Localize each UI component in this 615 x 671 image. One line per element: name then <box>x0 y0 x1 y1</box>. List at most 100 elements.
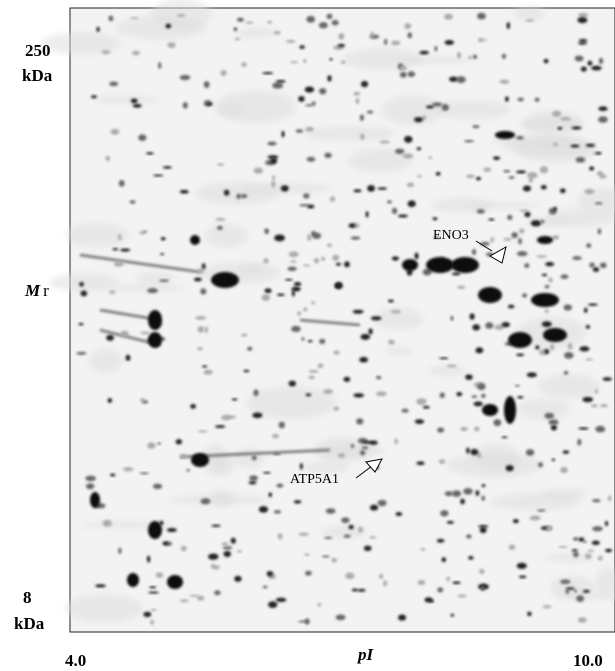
gel-spot <box>291 325 301 332</box>
gel-spot <box>515 170 527 174</box>
gel-spot <box>211 272 239 288</box>
gel-spot <box>160 252 164 256</box>
gel-spot <box>235 27 278 39</box>
gel-spot <box>584 188 595 195</box>
gel-spot <box>319 338 326 344</box>
gel-spot <box>306 156 316 162</box>
gel-spot <box>182 102 188 109</box>
gel-spot <box>216 103 246 117</box>
gel-spot <box>493 156 501 160</box>
gel-spot <box>399 71 407 78</box>
gel-spot <box>535 345 540 350</box>
gel-spot <box>293 500 302 504</box>
gel-spot <box>563 351 574 359</box>
gel-spot <box>504 396 516 424</box>
gel-spot <box>577 438 582 446</box>
gel-spot <box>507 304 515 309</box>
gel-spot <box>481 393 486 398</box>
gel-spot <box>548 419 559 426</box>
gel-spot <box>175 439 183 445</box>
arrow-head <box>365 458 383 473</box>
gel-spot <box>531 293 559 307</box>
gel-spot <box>407 200 416 208</box>
gel-spot <box>525 19 534 22</box>
gel-spot <box>599 262 607 269</box>
gel-spot <box>595 151 602 155</box>
gel-spot <box>129 200 136 204</box>
gel-spot <box>370 31 374 39</box>
gel-spot <box>550 343 555 351</box>
gel-spot <box>262 72 274 75</box>
gel-spot <box>583 540 587 543</box>
gel-spot <box>600 403 608 408</box>
gel-spot <box>288 380 296 387</box>
gel-spot <box>583 307 588 313</box>
gel-spot <box>529 515 541 521</box>
gel-spot <box>499 79 510 84</box>
gel-spot <box>475 176 481 181</box>
gel-spot <box>118 547 122 554</box>
gel-spot <box>287 266 297 272</box>
gel-spot <box>559 188 566 194</box>
gel-spot <box>578 537 585 542</box>
annotation-atp5a1: ATP5A1 <box>290 472 339 487</box>
gel-spot <box>578 427 589 430</box>
gel-spot <box>253 389 259 397</box>
gel-spot <box>211 488 234 508</box>
gel-spot <box>148 521 162 539</box>
gel-spot <box>488 218 495 221</box>
gel-spot <box>437 587 444 593</box>
gel-spot <box>321 525 368 539</box>
gel-spot <box>337 43 346 48</box>
gel-spot <box>117 234 122 241</box>
gel-spot <box>591 65 602 71</box>
gel-spot <box>416 147 422 151</box>
gel-spot <box>223 550 232 558</box>
gel-spot <box>278 421 285 429</box>
gel-spot <box>479 568 485 574</box>
gel-spot <box>313 257 320 264</box>
gel-spot <box>359 114 364 121</box>
gel-spot <box>577 188 615 214</box>
gel-spot <box>166 527 177 533</box>
gel-spot <box>517 395 524 399</box>
gel-spot <box>515 384 520 387</box>
gel-spot <box>108 15 114 22</box>
gel-spot <box>544 309 549 314</box>
gel-spot <box>303 307 308 312</box>
gel-spot <box>480 585 485 592</box>
gel-spot <box>152 483 163 490</box>
gel-spot <box>417 175 422 178</box>
gel-spot <box>463 202 543 209</box>
gel-spot <box>536 255 547 258</box>
gel-spot <box>301 337 305 341</box>
gel-spot <box>440 510 449 517</box>
gel-spot <box>481 38 487 41</box>
gel-spot <box>120 248 131 252</box>
gel-spot <box>523 110 582 136</box>
gel-spot <box>553 206 557 211</box>
gel-spot <box>327 75 332 82</box>
gel-spot <box>263 471 271 474</box>
gel-spot <box>335 282 343 289</box>
gel-spot <box>550 424 558 431</box>
gel-spot <box>421 115 427 120</box>
arrow-head <box>488 245 507 264</box>
gel-spot <box>204 326 208 334</box>
gel-spot <box>475 347 484 354</box>
gel-spot <box>463 487 473 495</box>
gel-spot <box>516 398 571 420</box>
gel-spot <box>553 592 615 600</box>
gel-spot <box>130 98 138 104</box>
gel-spot <box>444 491 454 497</box>
gel-spot <box>357 588 366 592</box>
gel-spot <box>478 37 484 43</box>
gel-spot <box>431 102 443 107</box>
gel-spot <box>471 248 477 256</box>
gel-spot <box>107 398 113 404</box>
gel-spot <box>285 278 293 281</box>
gel-spot <box>261 294 271 301</box>
gel-spot <box>546 525 553 532</box>
gel-spot <box>477 452 482 459</box>
